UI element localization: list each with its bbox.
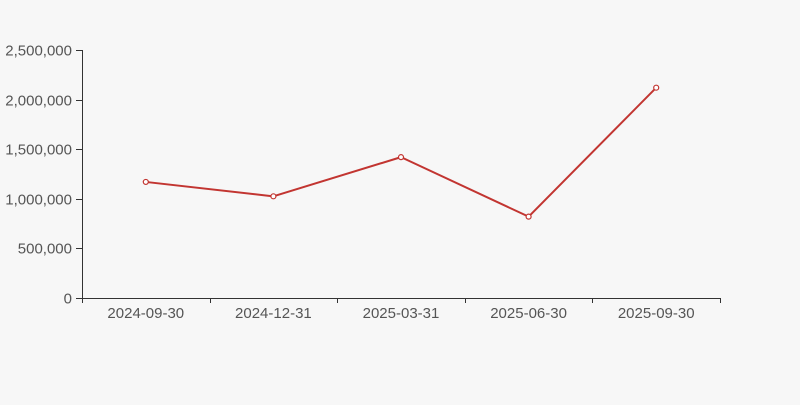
x-axis-label: 2025-06-30 xyxy=(490,305,567,322)
data-point-marker[interactable] xyxy=(653,84,660,91)
y-axis-label: 1,000,000 xyxy=(5,192,72,209)
data-point-marker[interactable] xyxy=(270,193,277,200)
data-point-marker[interactable] xyxy=(142,178,149,186)
data-point-marker[interactable] xyxy=(397,154,405,161)
data-line xyxy=(144,86,658,218)
y-axis-label: 1,500,000 xyxy=(5,142,72,159)
y-axis-label: 0 xyxy=(64,291,72,308)
y-axis-label: 2,000,000 xyxy=(5,93,72,110)
x-axis-label: 2024-09-30 xyxy=(107,305,184,322)
x-axis-label: 2025-03-31 xyxy=(363,305,440,322)
data-point-marker[interactable] xyxy=(525,213,532,220)
y-axis-label: 2,500,000 xyxy=(5,43,72,60)
x-axis-label: 2024-12-31 xyxy=(235,305,312,322)
y-axis-label: 500,000 xyxy=(18,241,72,258)
x-axis-label: 2025-09-30 xyxy=(618,305,695,322)
